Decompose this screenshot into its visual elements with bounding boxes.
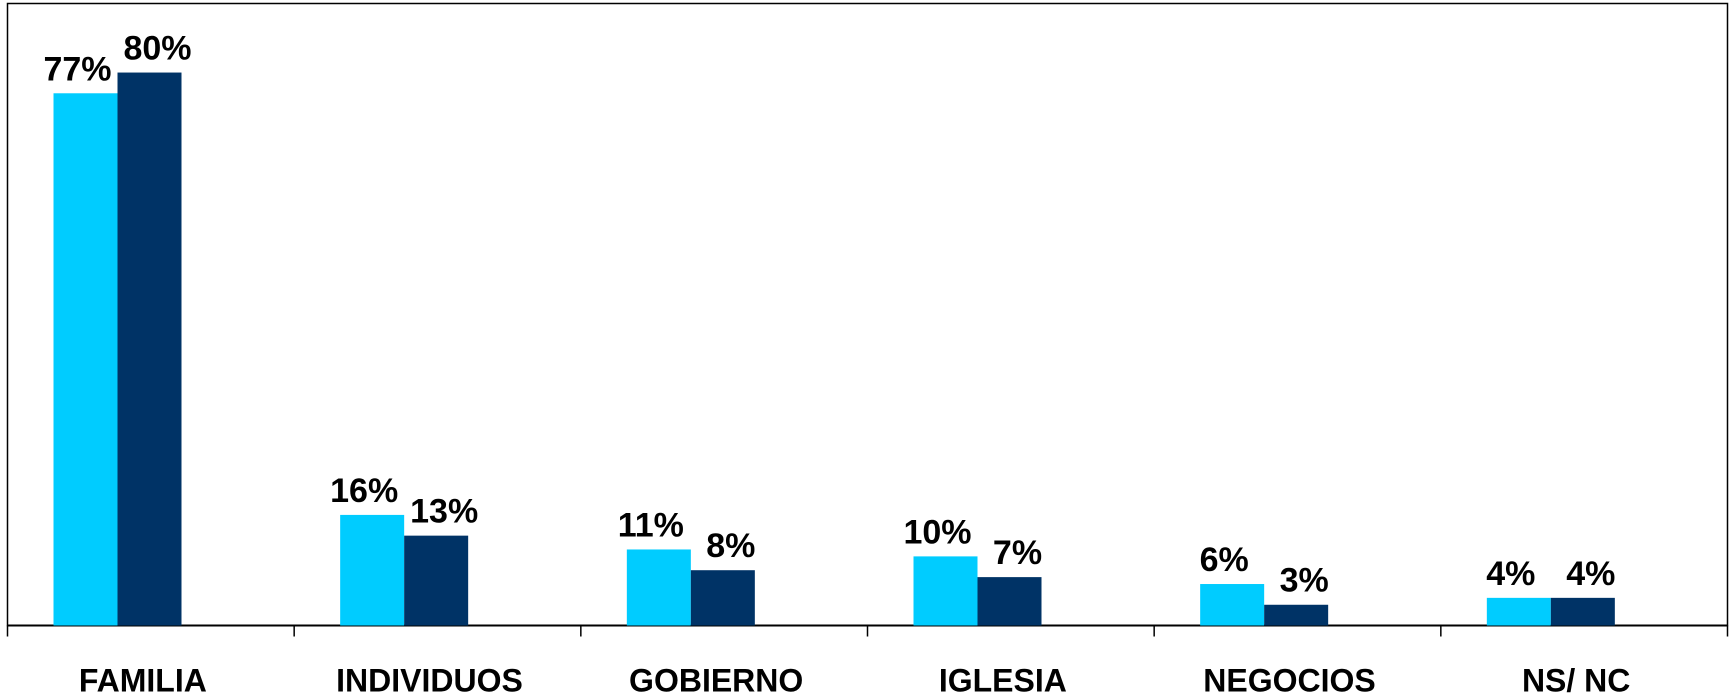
bar [1200,584,1265,626]
data-label: 80% [123,30,191,68]
bar [690,570,755,626]
bar [404,535,469,626]
data-label: 10% [903,513,971,551]
bar [913,556,978,626]
bar [1486,597,1551,626]
bar [117,72,182,626]
x-tick-label: NEGOCIOS [1203,662,1375,698]
bar [53,93,118,626]
data-label: 77% [43,50,111,88]
data-label: 13% [410,493,478,531]
bar [977,577,1042,626]
x-tick-label: NS/ NC [1522,662,1630,698]
data-label: 6% [1200,541,1249,579]
x-tick-label: FAMILIA [79,662,207,698]
bar [626,549,691,626]
bar [340,514,405,626]
plot-frame [6,2,1729,627]
data-label: 16% [330,472,398,510]
x-tick-label: INDIVIDUOS [336,662,523,698]
data-label: 7% [993,534,1042,572]
x-tick-label: GOBIERNO [629,662,803,698]
data-label: 8% [706,527,755,565]
x-tick-label: IGLESIA [939,662,1067,698]
bar [1264,604,1329,626]
data-label: 4% [1486,555,1535,593]
data-label: 4% [1566,555,1615,593]
data-label: 11% [618,506,684,544]
bar [1550,597,1615,626]
data-label: 3% [1280,562,1329,600]
